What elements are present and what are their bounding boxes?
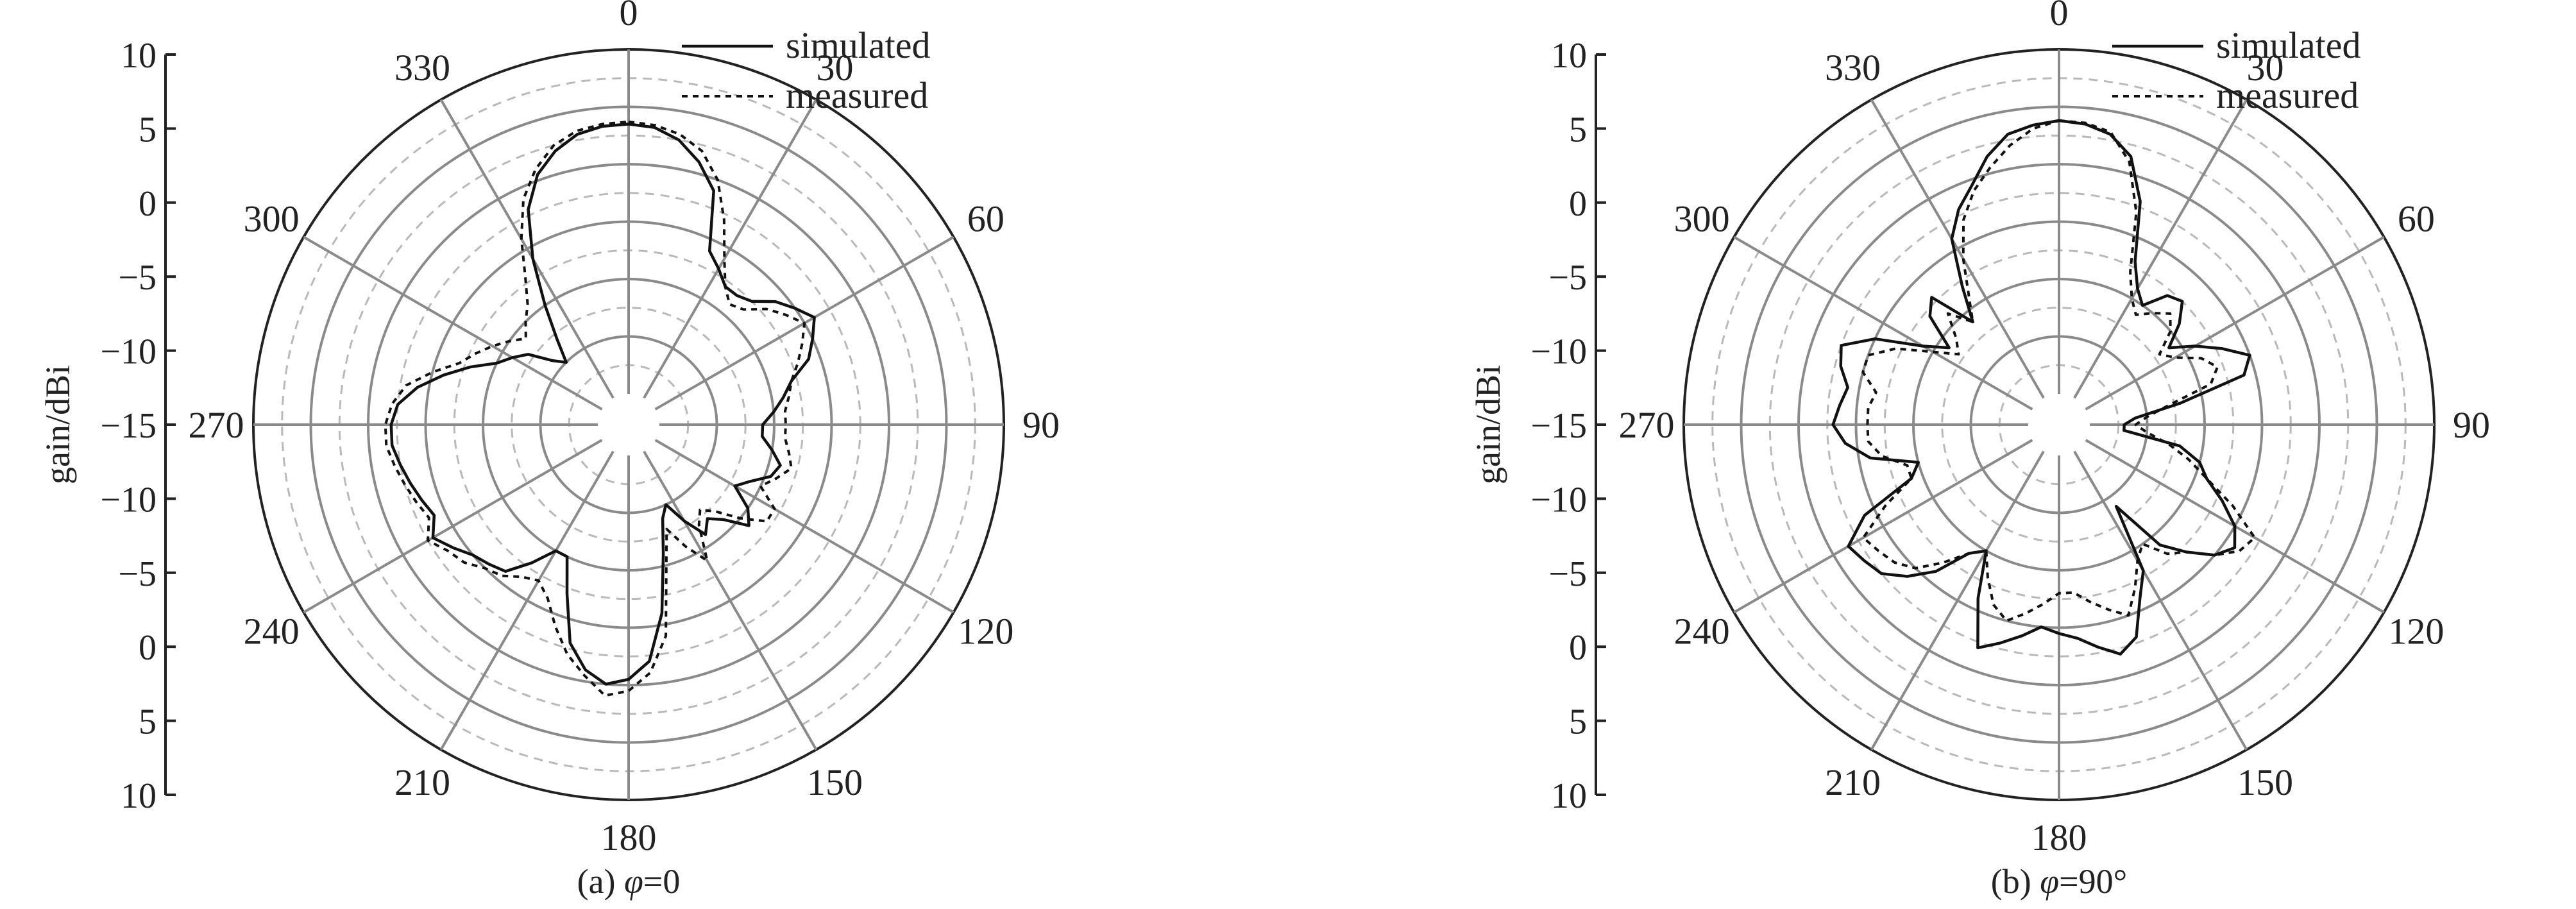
polar-chart-a: 0 30 60 90 120 150 180 210 240 270 300 330 10 5 0 −5 −10… [38, 0, 1060, 901]
gain-tick-label: −10 [100, 480, 157, 520]
angle-tick-label: 300 [244, 198, 300, 240]
gain-tick-label: −15 [100, 406, 157, 446]
gain-tick-label: −10 [1530, 480, 1587, 520]
grid-spoke [2073, 99, 2248, 399]
gain-tick-label: −5 [1548, 554, 1587, 594]
grid-spoke [439, 99, 614, 399]
angle-tick-label: 300 [1674, 198, 1730, 240]
grid-spoke [303, 439, 603, 614]
chart-caption: (b) φ=90° [1991, 862, 2127, 901]
gain-tick-label: 0 [1569, 184, 1587, 224]
gain-tick-label: 5 [1569, 110, 1587, 149]
angle-tick-label: 330 [1825, 47, 1881, 89]
angle-tick-label: 240 [1674, 611, 1730, 652]
angle-tick-label: 120 [958, 611, 1013, 652]
grid-spoke [643, 450, 818, 751]
gain-tick-label: 0 [139, 628, 157, 668]
y-axis-label: gain/dBi [1469, 365, 1507, 484]
legend: simulated measured [682, 24, 931, 116]
series-line-simulated [389, 123, 816, 686]
angle-tick-label: 0 [2050, 0, 2069, 33]
angle-tick-label: 30 [817, 47, 854, 89]
gain-tick-label: −10 [100, 332, 157, 372]
series-line-measured [1861, 119, 2257, 622]
angle-tick-label: 210 [1825, 761, 1881, 803]
gain-tick-label: 10 [121, 36, 157, 76]
angle-tick-label: 180 [2031, 817, 2087, 858]
series-line-measured [384, 120, 806, 697]
series-line-simulated [1831, 119, 2251, 656]
grid-spoke [303, 235, 603, 411]
gain-tick-label: −5 [118, 554, 157, 594]
angle-tick-label: 60 [2398, 198, 2435, 240]
legend-label-measured: measured [786, 74, 928, 116]
gain-tick-label: −5 [1548, 258, 1587, 298]
legend: simulated measured [2112, 24, 2361, 116]
angle-tick-label: 330 [394, 47, 450, 89]
legend-label-simulated: simulated [786, 24, 931, 66]
gain-tick-label: −10 [1530, 332, 1587, 372]
legend-label-measured: measured [2216, 74, 2359, 116]
gain-tick-label: 5 [139, 702, 157, 742]
angle-tick-label: 270 [1619, 404, 1675, 446]
gain-tick-label: −15 [1530, 406, 1587, 446]
grid-spoke [1733, 235, 2033, 411]
angle-tick-label: 90 [1022, 404, 1060, 446]
grid-spoke [1870, 99, 2045, 399]
grid-spoke [2085, 235, 2385, 411]
angle-tick-label: 210 [394, 761, 450, 803]
angle-tick-label: 120 [2388, 611, 2444, 652]
legend-label-simulated: simulated [2216, 24, 2361, 66]
grid-spoke [1870, 450, 2045, 751]
angle-tick-label: 150 [2237, 761, 2293, 803]
grid-spoke [1733, 439, 2033, 614]
gain-tick-label: 0 [139, 184, 157, 224]
angle-tick-label: 30 [2247, 47, 2284, 89]
gain-tick-label: 5 [139, 110, 157, 149]
polar-chart-b: 0 30 60 90 120 150 180 210 240 270 300 330 10 5 0 −5 −10… [1469, 0, 2490, 901]
gain-tick-label: 5 [1569, 702, 1587, 742]
angle-tick-label: 90 [2453, 404, 2490, 446]
angle-tick-label: 180 [601, 817, 657, 858]
angle-tick-label: 0 [620, 0, 638, 33]
gain-tick-label: −5 [118, 258, 157, 298]
gain-tick-label: 0 [1569, 628, 1587, 668]
gain-tick-label: 10 [1551, 36, 1587, 76]
grid-spoke [643, 99, 818, 399]
grid-spoke [439, 450, 614, 751]
gain-tick-label: 10 [1551, 776, 1587, 816]
gain-tick-label: 10 [121, 776, 157, 816]
angle-tick-label: 270 [189, 404, 244, 446]
chart-caption: (a) φ=0 [577, 862, 681, 901]
angle-tick-label: 150 [807, 761, 863, 803]
angle-tick-label: 60 [967, 198, 1004, 240]
y-axis-label: gain/dBi [38, 365, 77, 484]
angle-tick-label: 240 [244, 611, 300, 652]
grid-spoke [654, 439, 954, 614]
grid-spoke [2073, 450, 2248, 751]
